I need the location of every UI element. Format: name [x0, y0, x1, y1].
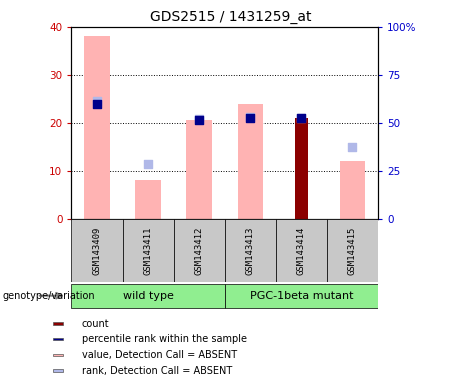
Bar — [225, 283, 378, 308]
Text: GSM143413: GSM143413 — [246, 227, 255, 275]
Text: genotype/variation: genotype/variation — [2, 291, 95, 301]
Bar — [53, 369, 63, 372]
Bar — [174, 219, 225, 282]
Text: GSM143411: GSM143411 — [143, 227, 153, 275]
Bar — [123, 219, 174, 282]
Text: count: count — [82, 319, 109, 329]
Bar — [53, 338, 63, 341]
Text: percentile rank within the sample: percentile rank within the sample — [82, 334, 247, 344]
Point — [144, 161, 152, 167]
Point — [93, 98, 100, 104]
Point — [247, 114, 254, 120]
Text: GDS2515 / 1431259_at: GDS2515 / 1431259_at — [150, 10, 311, 23]
Bar — [71, 219, 123, 282]
Text: GSM143412: GSM143412 — [195, 227, 204, 275]
Bar — [237, 104, 263, 219]
Point — [93, 101, 100, 107]
Point — [349, 144, 356, 150]
Bar — [136, 180, 161, 219]
Text: GSM143414: GSM143414 — [297, 227, 306, 275]
Point — [195, 118, 203, 124]
Text: GSM143409: GSM143409 — [93, 227, 101, 275]
Bar — [295, 118, 308, 219]
Point — [298, 115, 305, 121]
Text: value, Detection Call = ABSENT: value, Detection Call = ABSENT — [82, 350, 236, 360]
Bar — [53, 354, 63, 356]
Bar — [71, 283, 225, 308]
Bar — [186, 121, 212, 219]
Bar — [225, 219, 276, 282]
Bar — [340, 161, 365, 219]
Point — [195, 116, 203, 122]
Bar — [84, 36, 110, 219]
Bar — [327, 219, 378, 282]
Point — [247, 115, 254, 121]
Text: GSM143415: GSM143415 — [348, 227, 357, 275]
Text: PGC-1beta mutant: PGC-1beta mutant — [249, 291, 353, 301]
Point — [298, 115, 305, 121]
Bar — [53, 323, 63, 325]
Text: rank, Detection Call = ABSENT: rank, Detection Call = ABSENT — [82, 366, 232, 376]
Bar — [276, 219, 327, 282]
Text: wild type: wild type — [123, 291, 173, 301]
